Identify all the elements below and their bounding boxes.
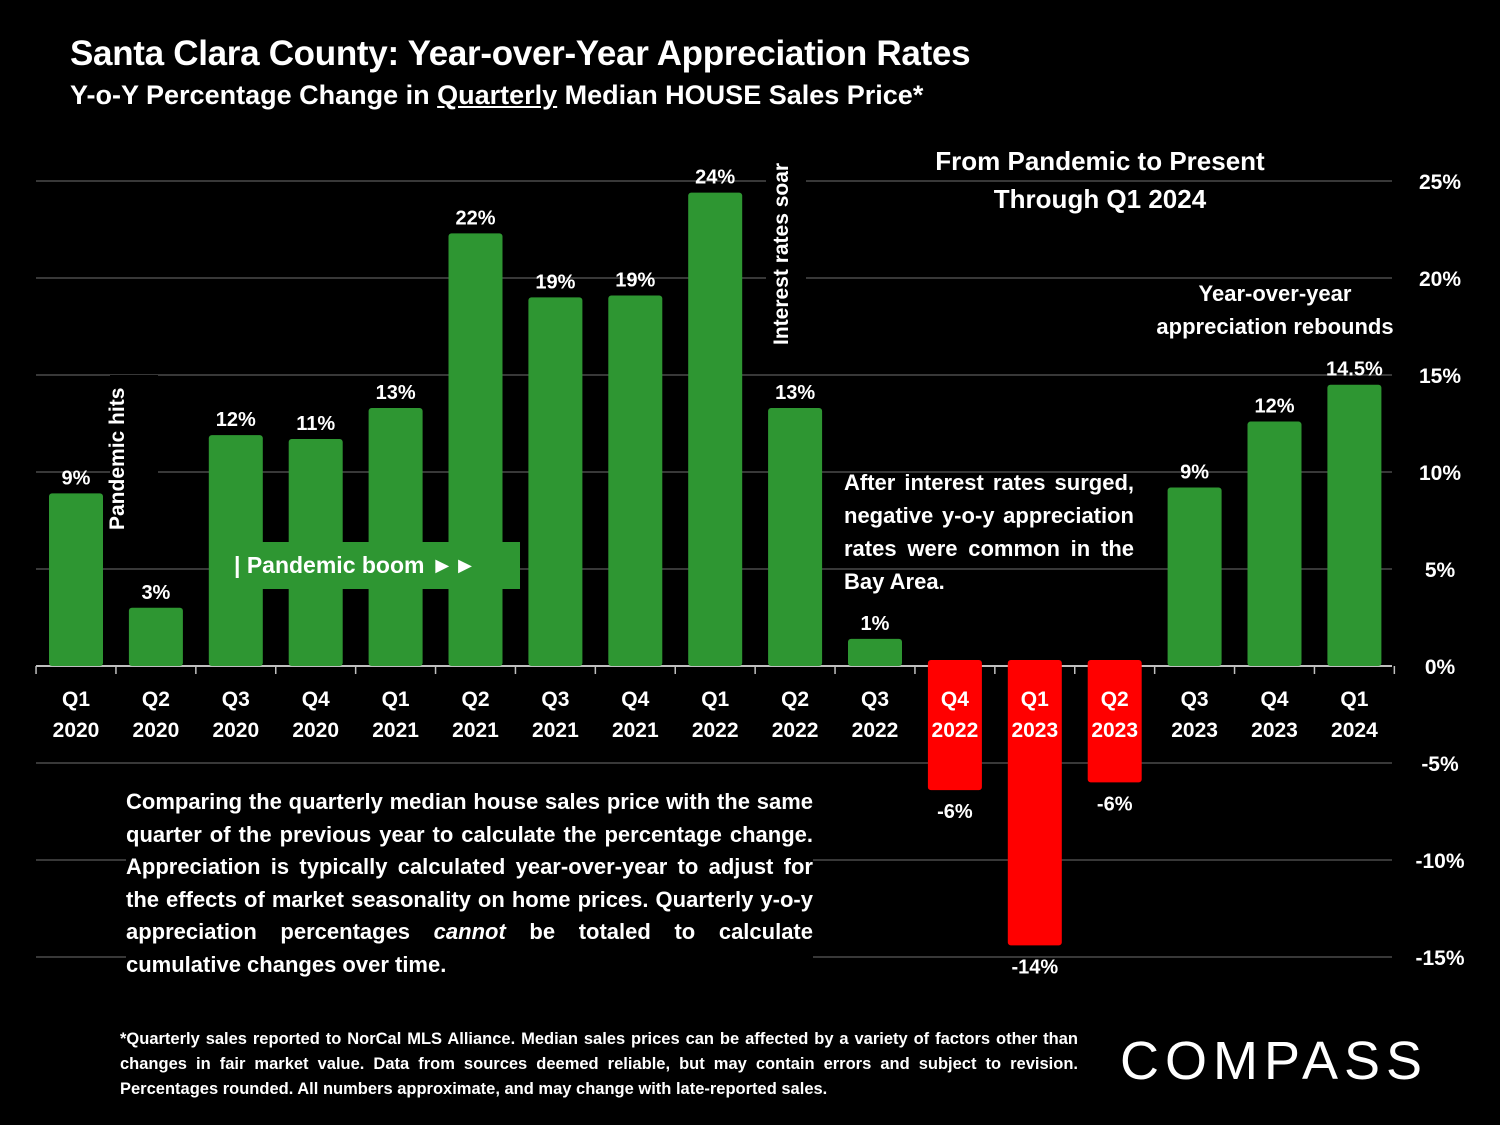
data-label: 9% [1180,462,1209,484]
x-tick-quarter: Q1 [1340,688,1368,711]
x-tick-year: 2021 [532,719,579,742]
data-label: 22% [455,207,495,229]
data-label: 12% [1254,396,1294,418]
x-tick-quarter: Q2 [461,688,489,711]
footnote: *Quarterly sales reported to NorCal MLS … [120,1030,1078,1098]
rebound-line-2: appreciation rebounds [1156,314,1394,339]
bar [368,407,423,666]
bar [688,192,743,666]
bar [448,233,503,666]
x-tick-year: 2022 [772,719,819,742]
x-tick-quarter: Q4 [1260,688,1288,711]
x-tick-year: 2023 [1091,719,1138,742]
x-tick-year: 2020 [133,719,180,742]
period-line-1: From Pandemic to Present [935,146,1265,176]
x-tick-quarter: Q4 [621,688,649,711]
bar [128,607,183,666]
bar [1327,384,1382,666]
x-tick-quarter: Q1 [62,688,90,711]
bar [768,407,823,666]
data-label: -14% [1011,956,1058,978]
data-label: 11% [296,413,335,435]
x-tick-quarter: Q3 [222,688,250,711]
y-tick-label: 5% [1425,559,1456,582]
bar [1247,421,1302,666]
description-italic: cannot [433,919,506,944]
x-tick-year: 2022 [932,719,979,742]
x-tick-quarter: Q1 [382,688,410,711]
bar [848,638,902,666]
y-tick-label: 0% [1425,656,1456,679]
period-line-2: Through Q1 2024 [993,184,1207,214]
x-tick-year: 2021 [372,719,419,742]
bar [927,660,982,791]
x-tick-quarter: Q4 [302,688,330,711]
description-text: Comparing the quarterly median house sal… [126,786,813,981]
after-rates-annotation: After interest rates surged, negative y-… [844,470,1134,594]
subtitle-prefix: Y-o-Y Percentage Change in [70,80,438,110]
y-tick-label: -5% [1421,753,1459,776]
subtitle-suffix: Median HOUSE Sales Price* [557,80,924,110]
x-tick-quarter: Q1 [1021,688,1049,711]
rates-soar-annotation: Interest rates soar [770,162,793,345]
x-tick-year: 2021 [452,719,499,742]
x-tick-quarter: Q2 [1101,688,1129,711]
data-label: 9% [62,467,91,489]
x-tick-quarter: Q4 [941,688,969,711]
y-tick-label: -15% [1415,947,1464,970]
rates-soar-backdrop [766,150,806,350]
bar [49,493,103,666]
x-tick-year: 2024 [1331,719,1378,742]
y-tick-label: 25% [1419,171,1461,194]
bar [608,295,663,666]
bar [1087,660,1142,783]
x-tick-year: 2020 [212,719,259,742]
data-label: 19% [535,271,575,293]
data-label: -6% [1097,793,1133,815]
y-tick-label: 10% [1419,462,1461,485]
y-tick-label: 20% [1419,268,1461,291]
data-label: 13% [376,382,416,404]
data-label: 13% [775,382,815,404]
data-label: -6% [937,801,973,823]
x-tick-quarter: Q2 [781,688,809,711]
description-part-2: be totaled to calculate cumulative chang… [126,919,813,977]
description-part-1: Comparing the quarterly median house sal… [126,789,813,944]
data-label: 12% [216,409,256,431]
bar [528,297,583,666]
subtitle-underlined: Quarterly [437,80,558,110]
pandemic-hits-annotation: Pandemic hits [106,387,129,530]
x-tick-year: 2020 [292,719,339,742]
pandemic-hits-backdrop [110,375,158,545]
rebound-line-1: Year-over-year [1198,281,1352,306]
compass-logo: COMPASS [1120,1031,1429,1091]
x-tick-year: 2023 [1011,719,1058,742]
pandemic-boom-banner: | Pandemic boom ►► [224,542,520,589]
x-tick-year: 2022 [852,719,899,742]
data-label: 3% [141,582,170,604]
data-label: 14.5% [1326,359,1383,381]
x-tick-quarter: Q2 [142,688,170,711]
y-tick-label: 15% [1419,365,1461,388]
x-tick-year: 2023 [1251,719,1298,742]
x-tick-quarter: Q3 [1181,688,1209,711]
period-annotation: From Pandemic to Present Through Q1 2024 [900,142,1300,218]
x-tick-year: 2022 [692,719,739,742]
x-tick-quarter: Q1 [701,688,729,711]
data-label: 24% [695,167,735,189]
x-tick-quarter: Q3 [541,688,569,711]
bar [1007,660,1062,946]
x-tick-quarter: Q3 [861,688,889,711]
data-label: 1% [861,613,890,635]
x-tick-year: 2020 [53,719,100,742]
y-tick-label: -10% [1415,850,1464,873]
chart-title: Santa Clara County: Year-over-Year Appre… [70,34,971,73]
rebound-annotation: Year-over-year appreciation rebounds [1140,277,1410,343]
bar [1167,487,1222,666]
x-tick-year: 2023 [1171,719,1218,742]
data-label: 19% [615,269,655,291]
x-tick-year: 2021 [612,719,659,742]
chart-subtitle: Y-o-Y Percentage Change in Quarterly Med… [70,80,923,111]
